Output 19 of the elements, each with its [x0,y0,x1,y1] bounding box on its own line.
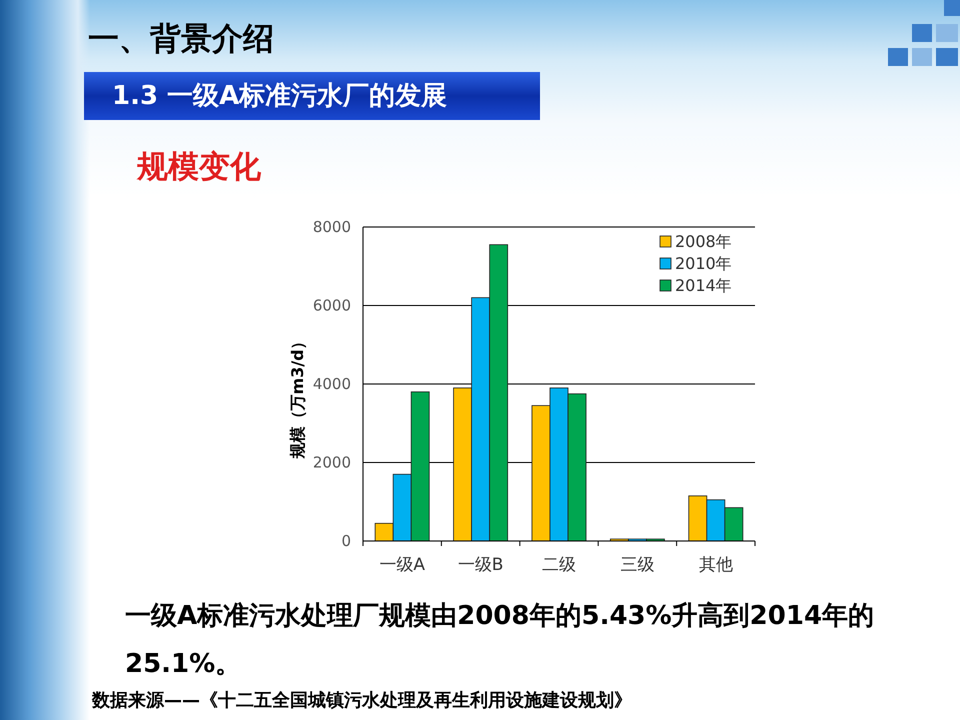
x-tick-label: 一级A [379,555,426,575]
text: 一级A标准污水处理厂规模由2008年的5.43%升高到2014年的25.1%。 [125,600,876,681]
legend-label: 2008年 [675,232,732,251]
y-tick-label: 2000 [312,454,351,472]
legend-label: 2010年 [675,254,732,273]
source-note: 数据来源——《十二五全国城镇污水处理及再生利用设施建设规划》 [92,689,632,712]
y-tick-label: 6000 [312,296,351,314]
legend-label: 2014年 [675,276,732,295]
y-tick-label: 8000 [312,218,351,236]
y-tick-label: 4000 [312,375,351,393]
text: 规模变化 [137,148,261,187]
chart-subtitle: 1.3 一级A标准污水厂的发展 [112,80,448,113]
x-tick-label: 其他 [698,555,733,575]
x-tick-label: 二级 [542,555,576,575]
x-tick-label: 一级B [458,555,504,575]
x-tick-label: 三级 [620,555,654,575]
chart-title: 一、背景介绍 [88,20,274,59]
y-axis-title: 规模（万m3/d） [288,333,307,460]
y-tick-label: 0 [341,532,351,550]
